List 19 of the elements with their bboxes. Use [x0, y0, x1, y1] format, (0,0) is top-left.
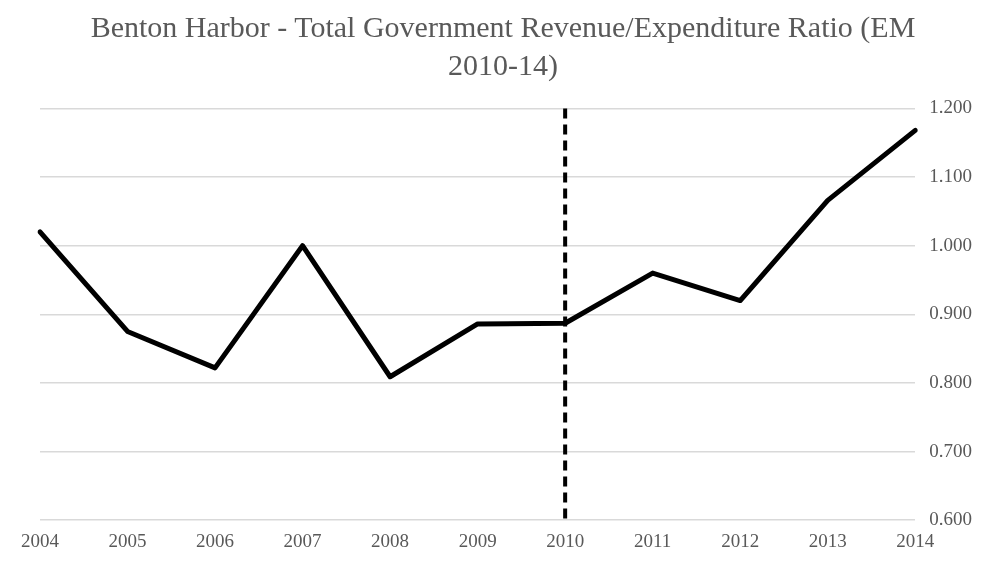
x-tick-label: 2008 [371, 529, 410, 551]
x-tick-label: 2009 [458, 529, 497, 551]
y-tick-label: 1.100 [929, 165, 972, 187]
y-tick-label: 0.700 [929, 439, 972, 461]
y-tick-label: 1.000 [929, 233, 972, 255]
y-tick-label: 0.600 [929, 508, 972, 530]
x-tick-label: 2007 [283, 529, 322, 551]
y-tick-label: 0.800 [929, 370, 972, 392]
y-tick-label: 1.200 [929, 96, 972, 118]
x-tick-label: 2012 [721, 529, 760, 551]
x-tick-label: 2004 [21, 529, 60, 551]
y-tick-label: 0.900 [929, 302, 972, 324]
x-tick-label: 2005 [108, 529, 147, 551]
x-tick-label: 2014 [896, 529, 935, 551]
x-tick-label: 2006 [196, 529, 235, 551]
chart-title: Benton Harbor - Total Government Revenue/Expenditure Ratio (EM 2010-14) [89, 9, 917, 83]
x-tick-label: 2010 [546, 529, 585, 551]
x-tick-label: 2011 [634, 529, 672, 551]
x-tick-label: 2013 [808, 529, 847, 551]
